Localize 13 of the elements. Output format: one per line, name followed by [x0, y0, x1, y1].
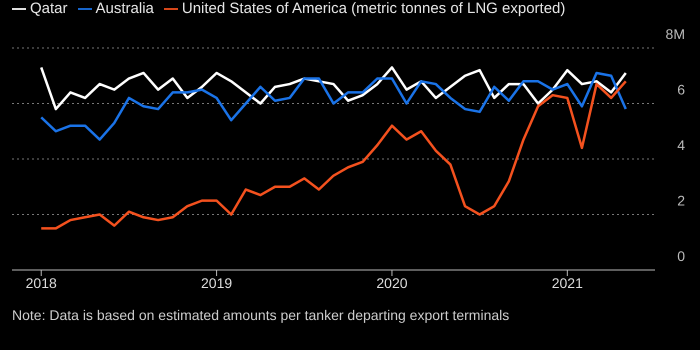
legend-label: Qatar — [30, 0, 68, 17]
y-tick-label: 0 — [677, 248, 686, 264]
y-tick-label: 4 — [677, 137, 686, 153]
legend-label: Australia — [96, 0, 154, 17]
y-tick-label: 8M — [666, 26, 685, 42]
x-tick-label: 2019 — [201, 274, 232, 291]
legend-label: United States of America (metric tonnes of LNG exported) — [182, 0, 566, 17]
text: Note: Data is based on estimated amounts per tanker departing export terminals — [12, 306, 510, 324]
y-tick-label: 2 — [677, 192, 686, 208]
y-tick-label: 6 — [677, 82, 686, 98]
x-tick-label: 2021 — [552, 274, 584, 291]
x-tick-label: 2020 — [376, 274, 408, 291]
x-tick-label: 2018 — [26, 274, 58, 291]
